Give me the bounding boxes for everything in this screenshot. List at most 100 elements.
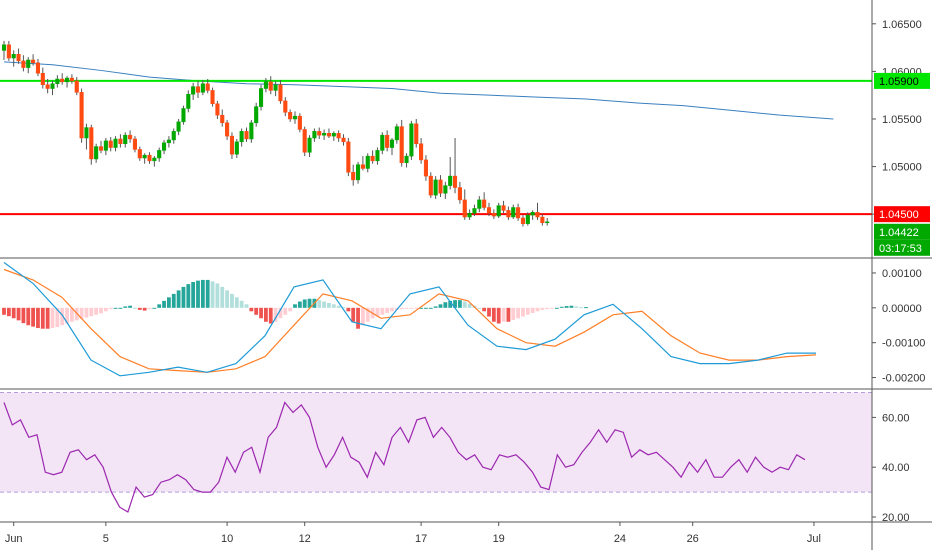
- candle-body: [181, 108, 186, 123]
- candle-body: [254, 106, 259, 124]
- candle-body: [457, 187, 462, 201]
- time-tick-label: 10: [221, 533, 233, 545]
- macd-histogram-bar: [327, 302, 331, 308]
- macd-line: [3, 262, 816, 377]
- candle-body: [215, 103, 220, 116]
- candle-body: [268, 81, 273, 91]
- candle-body: [45, 84, 50, 89]
- green-level-tag: 1.05900: [879, 76, 919, 88]
- candle-body: [516, 207, 521, 219]
- macd-histogram-bar: [157, 304, 162, 308]
- candle-body: [283, 100, 288, 113]
- candle-body: [380, 134, 385, 151]
- macd-tick-label: -0.00100: [882, 338, 925, 350]
- macd-histogram-bar: [550, 307, 554, 309]
- rsi-pane[interactable]: [0, 391, 872, 513]
- candle-body: [108, 140, 113, 148]
- macd-histogram-bar: [137, 307, 142, 310]
- current-price-tag: 1.04422: [879, 227, 919, 239]
- candle-body: [511, 207, 516, 218]
- macd-histogram-bar: [31, 307, 35, 327]
- macd-pane[interactable]: [2, 262, 817, 377]
- macd-histogram-bar: [128, 305, 132, 308]
- macd-histogram-bar: [147, 307, 152, 310]
- candle-body: [186, 93, 191, 109]
- candle-body: [540, 216, 545, 223]
- candle-body: [433, 179, 438, 196]
- candle-body: [501, 205, 506, 211]
- candle-body: [399, 126, 404, 164]
- candle-body: [535, 212, 540, 218]
- candle-body: [239, 131, 244, 143]
- candle-body: [356, 164, 361, 181]
- candle-body: [69, 77, 74, 82]
- macd-histogram-bar: [399, 307, 404, 310]
- candle-body: [423, 159, 428, 177]
- macd-histogram-bar: [380, 307, 385, 315]
- macd-histogram-bar: [11, 307, 16, 319]
- macd-histogram-bar: [254, 307, 259, 315]
- green-level-tag-bg: [874, 72, 930, 89]
- macd-histogram-bar: [540, 307, 545, 310]
- macd-histogram-bar: [103, 307, 108, 312]
- macd-histogram-bar: [584, 307, 588, 309]
- candle-body: [229, 135, 234, 155]
- candle-body: [162, 142, 167, 151]
- candle-body: [346, 141, 351, 173]
- candle-body: [249, 122, 254, 140]
- candle-body: [26, 59, 31, 68]
- candle-body: [278, 84, 283, 102]
- time-tick-label: 5: [103, 533, 109, 545]
- macd-histogram-bar: [487, 307, 491, 317]
- macd-histogram-bar: [40, 307, 45, 329]
- macd-histogram-bar: [491, 307, 496, 322]
- macd-histogram-bar: [535, 307, 540, 312]
- candle-body: [336, 133, 341, 139]
- countdown-tag-bg: [874, 239, 930, 256]
- macd-histogram-bar: [118, 307, 123, 309]
- macd-histogram-bar: [225, 290, 229, 308]
- macd-histogram-bar: [414, 307, 419, 309]
- candle-body: [375, 150, 380, 162]
- macd-histogram-bar: [555, 307, 559, 309]
- macd-histogram-bar: [6, 307, 11, 317]
- macd-histogram-bar: [331, 304, 336, 308]
- price-tick-label: 1.05000: [882, 162, 922, 174]
- macd-histogram-bar: [293, 304, 297, 308]
- candle-body: [191, 86, 196, 95]
- candle-body: [200, 83, 205, 93]
- candle-body: [40, 73, 45, 85]
- macd-histogram-bar: [569, 305, 574, 308]
- macd-histogram-bar: [448, 300, 453, 308]
- macd-tick-label: 0.00000: [882, 303, 922, 315]
- macd-histogram-bar: [409, 307, 414, 309]
- candle-body: [21, 60, 26, 68]
- candle-body: [225, 122, 230, 137]
- candle-body: [31, 59, 36, 64]
- macd-histogram-bar: [55, 307, 60, 327]
- macd-histogram-bar: [186, 284, 191, 308]
- candle-body: [157, 150, 162, 159]
- time-tick-label: 17: [415, 533, 427, 545]
- candle-body: [365, 155, 370, 169]
- candle-body: [545, 221, 550, 224]
- macd-histogram-bar: [278, 307, 283, 319]
- macd-histogram-bar: [501, 307, 506, 322]
- candle-body: [288, 112, 293, 120]
- macd-histogram-bar: [317, 300, 322, 308]
- macd-tick-label: 0.00100: [882, 268, 922, 280]
- macd-histogram-bar: [65, 307, 69, 324]
- candle-body: [166, 139, 171, 144]
- candle-body: [307, 137, 312, 153]
- macd-histogram-bar: [428, 307, 433, 309]
- candle-body: [171, 131, 176, 141]
- candle-body: [438, 179, 443, 194]
- candle-body: [525, 214, 530, 224]
- candle-body: [496, 205, 501, 217]
- macd-histogram-bar: [341, 307, 346, 309]
- macd-histogram-bar: [288, 307, 293, 312]
- macd-histogram-bar: [530, 307, 535, 314]
- price-pane[interactable]: [0, 40, 872, 227]
- macd-histogram-bar: [462, 301, 467, 308]
